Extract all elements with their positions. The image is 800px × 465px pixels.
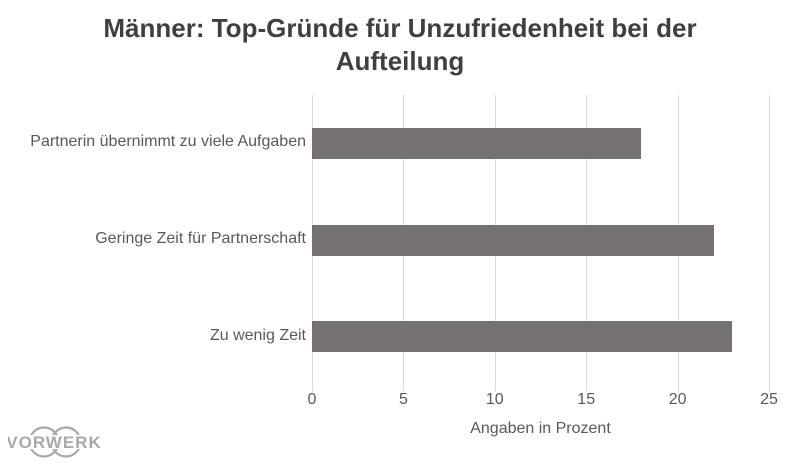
gridline [769,95,770,391]
x-tick-label: 0 [307,391,317,408]
bar-2 [312,225,714,256]
x-tick-label: 15 [577,391,596,408]
vorwerk-wordmark: VORWERK [8,433,100,452]
category-label: Partnerin übernimmt zu viele Aufgaben [30,133,306,150]
x-tick-label: 5 [398,391,408,408]
bar-3 [312,321,732,352]
bar-1 [312,128,641,159]
category-label: Zu wenig Zeit [209,327,306,344]
x-axis-title: Angaben in Prozent [470,420,611,437]
x-tick-label: 20 [668,391,687,408]
chart-title: Männer: Top-Gründe für Unzufriedenheit b… [103,13,697,76]
vorwerk-logo: VORWERK [6,423,101,461]
category-label: Geringe Zeit für Partnerschaft [95,230,306,247]
x-tick-label: 10 [485,391,504,408]
x-tick-label: 25 [760,391,778,408]
category-axis: Partnerin übernimmt zu viele Aufgaben Ger… [0,0,306,465]
plot-area [312,95,770,391]
vorwerk-rings-icon: VORWERK [6,426,101,458]
